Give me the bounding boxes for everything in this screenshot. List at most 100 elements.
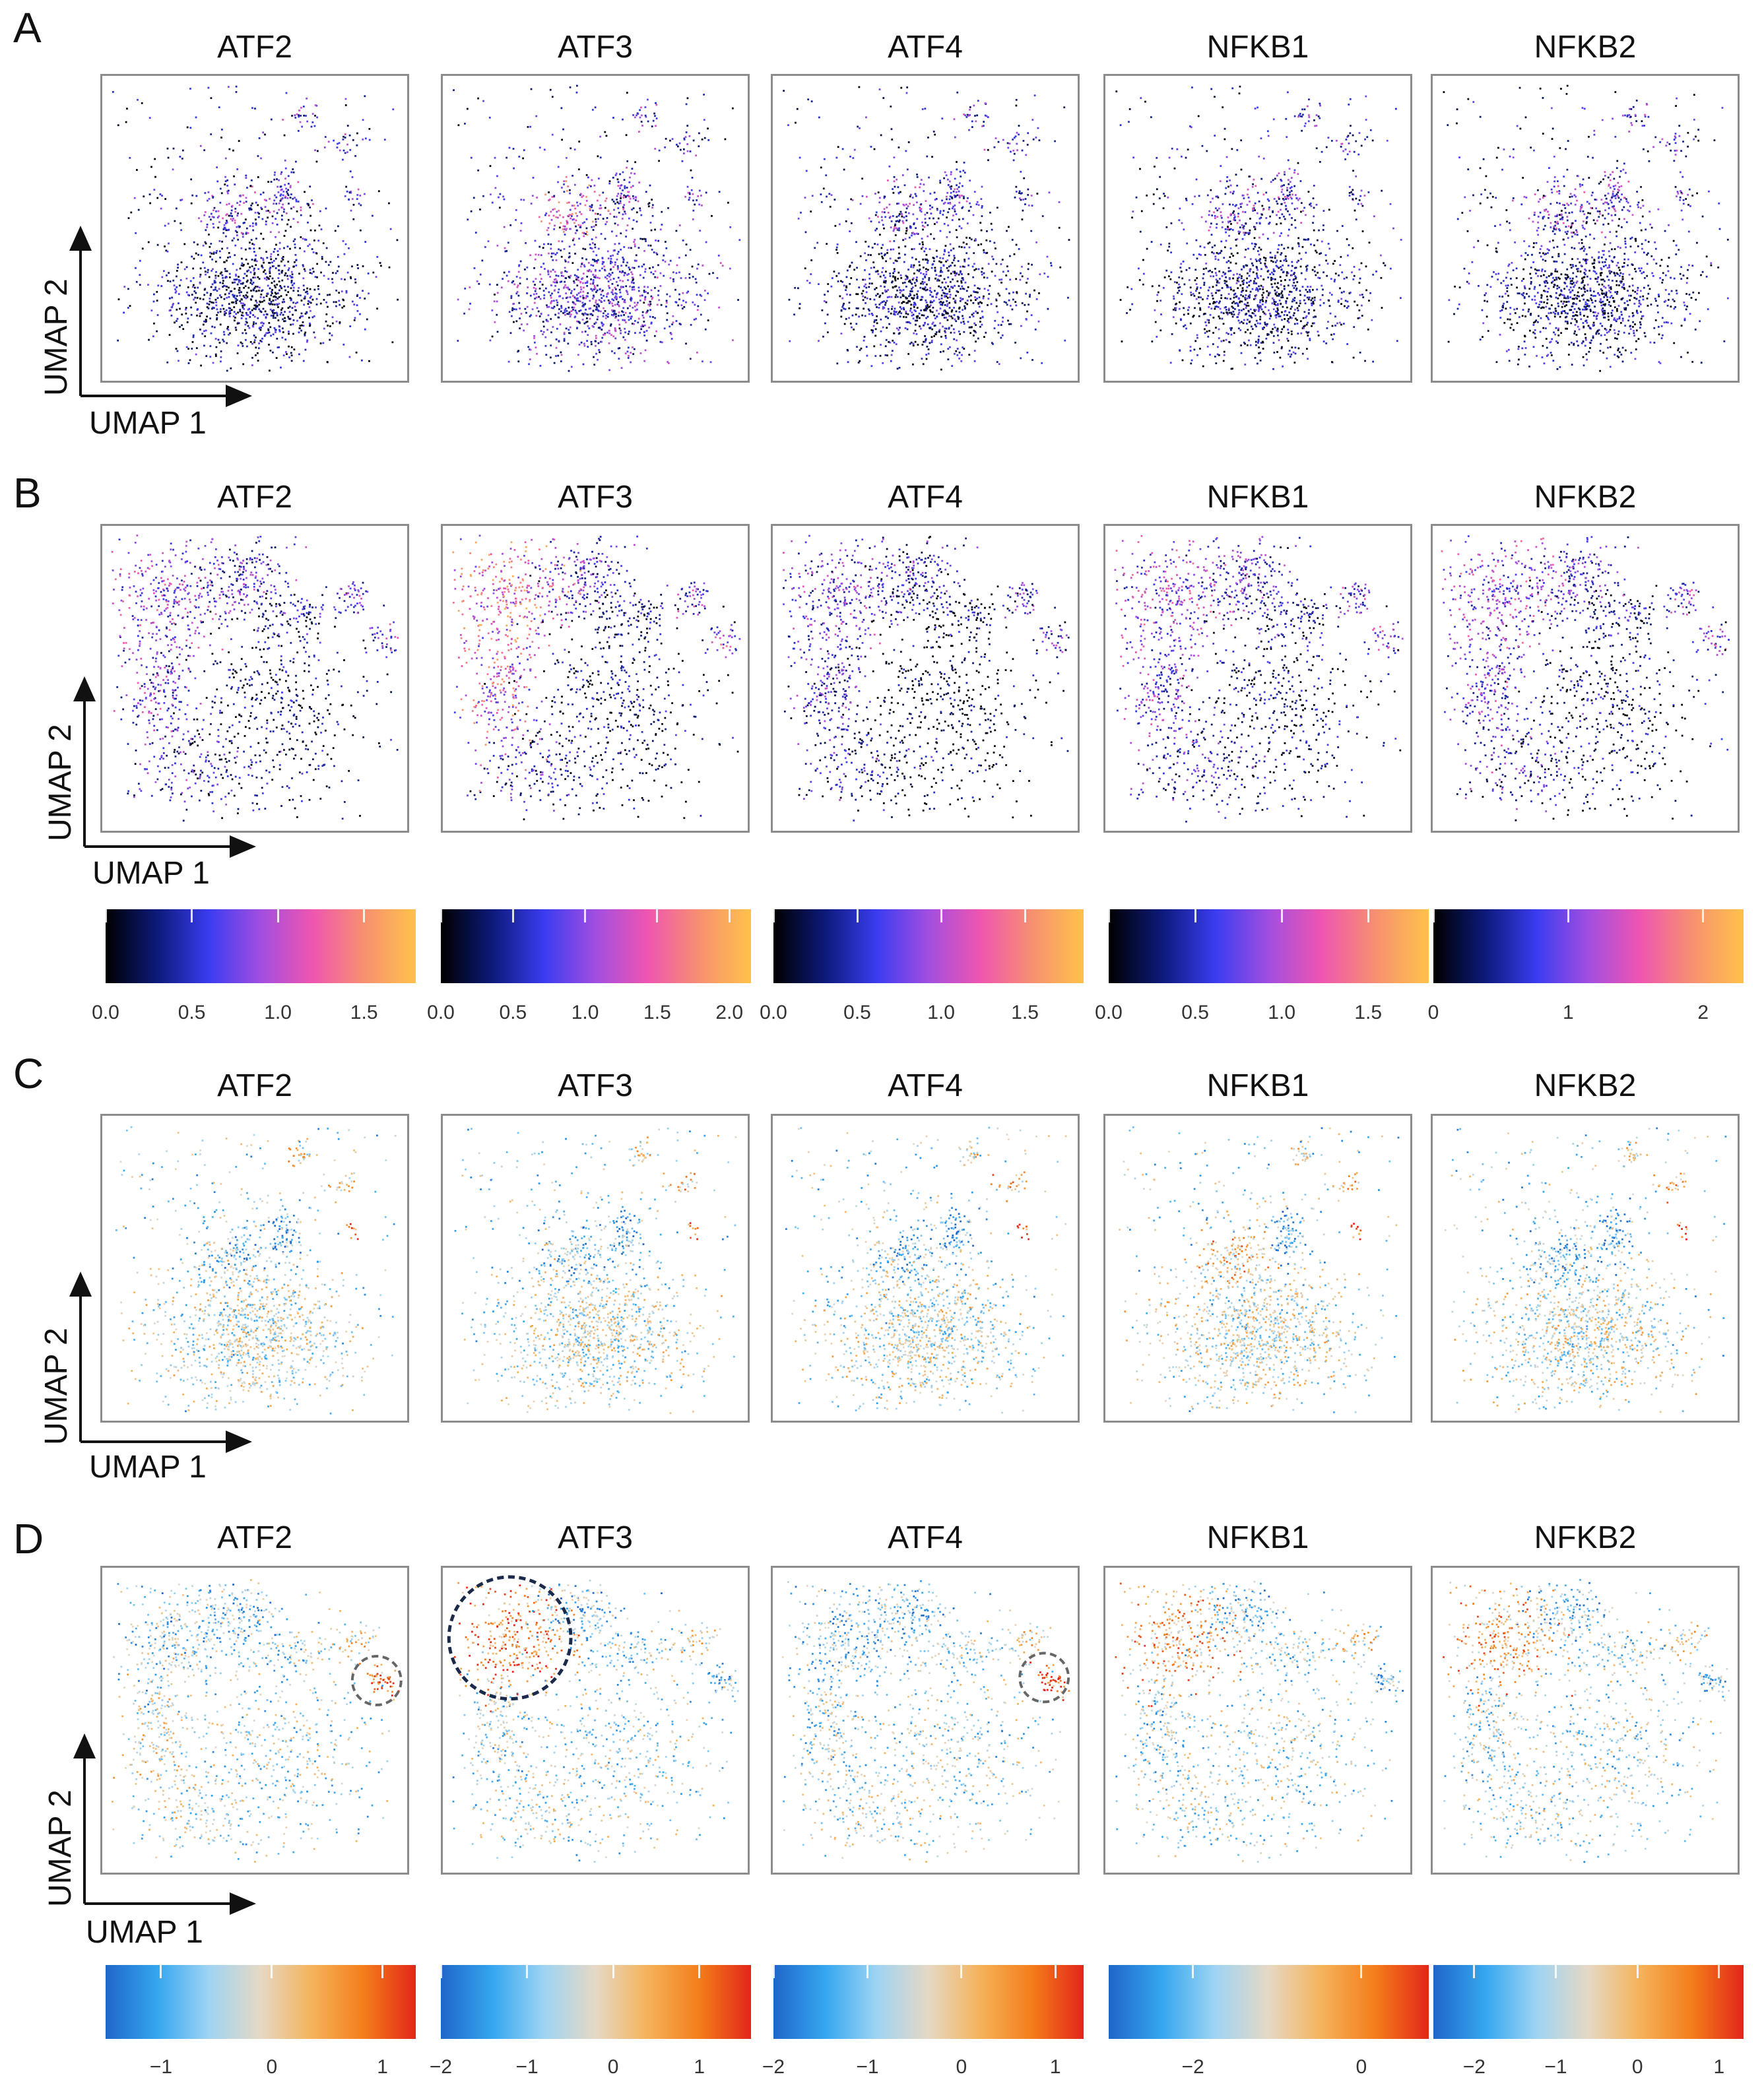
umap-point	[940, 343, 942, 346]
umap-point	[294, 114, 296, 117]
umap-point	[684, 195, 686, 198]
umap-point	[513, 321, 515, 323]
umap-point	[1011, 239, 1014, 241]
umap-point	[187, 362, 190, 364]
umap-point	[593, 323, 596, 325]
umap-point	[1033, 289, 1035, 292]
umap-point	[898, 203, 899, 205]
umap-point	[253, 307, 255, 310]
umap-point	[1020, 272, 1022, 274]
umap-point	[1168, 156, 1171, 159]
umap-point	[236, 352, 239, 354]
umap-point	[934, 317, 936, 319]
umap-point	[174, 220, 176, 222]
umap-point	[299, 317, 301, 319]
umap-point	[610, 313, 613, 316]
umap-point	[702, 360, 703, 363]
umap-point	[1326, 263, 1329, 265]
umap-point	[1196, 334, 1198, 337]
umap-point	[236, 231, 238, 234]
umap-point	[218, 288, 220, 290]
umap-point	[592, 265, 595, 267]
umap-point	[931, 156, 933, 158]
umap-point	[1340, 143, 1343, 145]
umap-point	[941, 117, 944, 120]
umap-point	[307, 300, 310, 302]
umap-point	[727, 201, 729, 204]
umap-point	[548, 199, 551, 201]
umap-point	[327, 294, 329, 296]
umap-point	[233, 278, 236, 281]
umap-point	[290, 323, 292, 326]
umap-point	[1179, 301, 1181, 304]
umap-point	[276, 223, 278, 226]
umap-point	[252, 314, 254, 316]
umap-point	[534, 290, 537, 292]
umap-point	[896, 228, 899, 231]
umap-point	[1064, 339, 1066, 342]
umap-point	[974, 238, 977, 240]
umap-point	[540, 220, 542, 222]
umap-point	[935, 249, 938, 252]
umap-point	[871, 331, 874, 334]
umap-point	[617, 207, 620, 209]
umap-point	[280, 309, 282, 311]
umap-point	[907, 321, 909, 323]
umap-point	[249, 247, 251, 250]
umap-point	[297, 201, 300, 203]
umap-point	[1287, 329, 1289, 331]
umap-point	[961, 195, 963, 197]
umap-point	[875, 294, 877, 297]
umap-point	[975, 203, 978, 206]
umap-point	[603, 300, 606, 302]
umap-point	[226, 179, 228, 181]
umap-point	[338, 292, 341, 294]
umap-point	[297, 130, 300, 132]
umap-point	[952, 298, 955, 300]
umap-point	[195, 195, 198, 197]
umap-point	[701, 138, 703, 141]
umap-point	[909, 307, 912, 310]
umap-point	[697, 263, 700, 266]
umap-point	[1200, 286, 1202, 289]
umap-point	[929, 208, 931, 210]
umap-point	[280, 193, 282, 196]
umap-point	[302, 106, 305, 108]
umap-point	[958, 196, 961, 199]
umap-point	[339, 304, 341, 306]
umap-point	[187, 317, 189, 320]
umap-point	[569, 315, 572, 317]
umap-point	[954, 300, 956, 303]
umap-point	[873, 266, 875, 269]
umap-point	[938, 313, 940, 315]
umap-point	[603, 269, 606, 271]
umap-point	[1031, 119, 1034, 121]
umap-point	[234, 207, 237, 210]
umap-point	[1358, 282, 1361, 284]
umap-point	[1394, 108, 1397, 110]
umap-point	[292, 323, 294, 325]
umap-point	[929, 327, 931, 329]
umap-point	[880, 318, 882, 321]
umap-point	[286, 193, 289, 195]
umap-point	[1281, 213, 1284, 216]
umap-point	[898, 366, 901, 369]
umap-point	[313, 331, 315, 334]
umap-point	[936, 315, 938, 317]
umap-point	[206, 315, 208, 318]
umap-point	[913, 297, 915, 300]
umap-point	[1268, 309, 1270, 311]
umap-point	[604, 333, 606, 335]
umap-point	[294, 261, 296, 263]
umap-point	[865, 286, 868, 289]
umap-point	[919, 264, 921, 267]
umap-point	[558, 288, 560, 291]
umap-point	[296, 221, 299, 224]
umap-point	[876, 306, 878, 308]
umap-point	[630, 300, 632, 302]
umap-point	[1021, 265, 1023, 268]
umap-point	[226, 296, 228, 299]
umap-point	[242, 294, 245, 297]
umap-point	[260, 257, 263, 259]
umap-point	[278, 209, 280, 211]
